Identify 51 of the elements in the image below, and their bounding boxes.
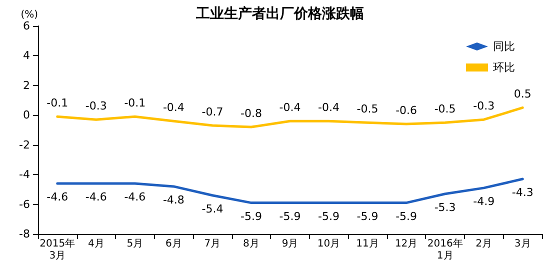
x-tick-label: 3月 <box>514 238 531 250</box>
x-tick-label: 8月 <box>243 238 260 250</box>
y-tick-label: -6 <box>19 198 30 211</box>
legend-label: 同比 <box>493 40 515 53</box>
x-tick-label: 4月 <box>88 238 104 250</box>
y-tick-label: -2 <box>19 138 30 152</box>
data-label: -0.3 <box>85 100 107 113</box>
data-label: -0.4 <box>162 101 184 114</box>
data-label: -0.4 <box>279 101 301 114</box>
data-label: -0.7 <box>202 106 224 119</box>
y-tick-label: -8 <box>19 228 30 240</box>
data-label: -4.6 <box>85 190 107 204</box>
x-tick-label: 9月 <box>282 238 298 250</box>
data-label: -5.9 <box>318 210 340 223</box>
data-label: -5.9 <box>279 210 301 223</box>
legend-label: 环比 <box>493 61 515 74</box>
y-tick-label: -4 <box>19 168 30 182</box>
data-label: -5.9 <box>356 210 378 223</box>
x-tick-label: 2016年 1月 <box>427 238 463 262</box>
chart-title: 工业生产者出厂价格涨跌幅 <box>195 5 364 22</box>
x-tick-label: 11月 <box>356 238 379 250</box>
data-label: -4.8 <box>162 193 184 206</box>
x-tick-label: 2015年 3月 <box>40 238 76 262</box>
x-tick-label: 6月 <box>166 238 182 250</box>
data-label: -5.4 <box>202 202 224 216</box>
data-label: -0.1 <box>124 96 146 110</box>
data-label: -0.6 <box>396 104 418 118</box>
data-label: -0.5 <box>356 102 378 116</box>
data-label: -4.6 <box>46 190 68 204</box>
y-tick-label: 6 <box>23 20 30 32</box>
data-label: -5.3 <box>434 200 456 214</box>
data-label: -0.1 <box>46 96 68 110</box>
y-tick-label: 4 <box>23 49 30 62</box>
data-label: -4.9 <box>473 194 495 208</box>
data-label: -0.4 <box>318 101 340 114</box>
y-axis-title: (%) <box>20 10 38 20</box>
x-tick-label: 5月 <box>126 238 144 250</box>
data-label: -0.8 <box>240 107 262 120</box>
data-label: -5.9 <box>396 210 418 223</box>
x-tick-label: 7月 <box>204 238 221 250</box>
x-tick-label: 12月 <box>394 238 418 250</box>
data-label: -0.5 <box>434 102 456 116</box>
data-label: -5.9 <box>240 210 262 223</box>
y-tick-label: 0 <box>23 108 30 122</box>
x-tick-label: 10月 <box>317 238 340 250</box>
x-tick-label: 2月 <box>476 238 492 250</box>
data-label: -0.3 <box>473 100 495 113</box>
data-label: -4.3 <box>512 186 534 200</box>
data-label: 0.5 <box>514 88 532 101</box>
data-label: -4.6 <box>124 190 146 204</box>
y-tick-label: 2 <box>23 78 30 92</box>
